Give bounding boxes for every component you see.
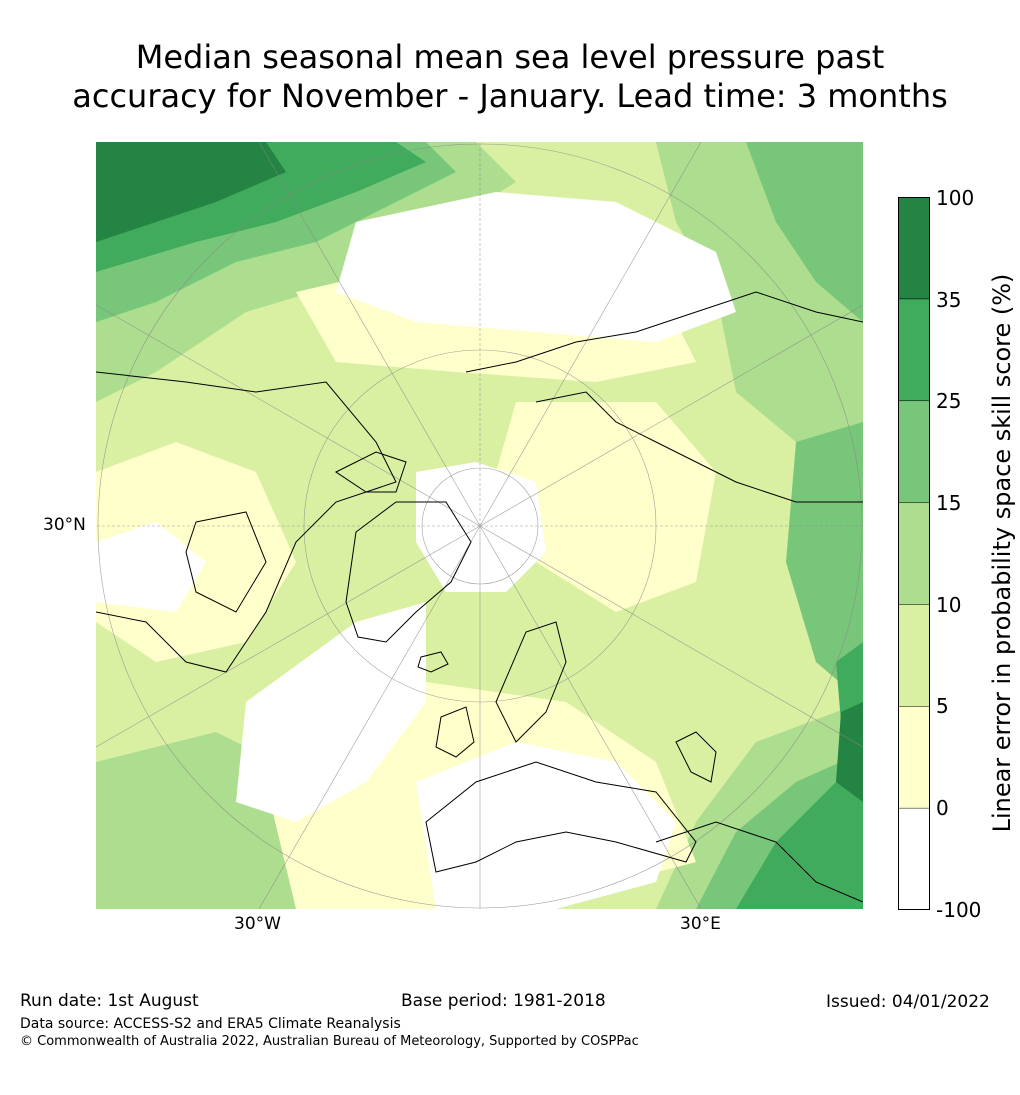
coastline-caspian: [675, 731, 717, 783]
colorbar-bin-2: [898, 604, 930, 707]
colorbar-label: Linear error in probability space skill …: [988, 273, 1016, 833]
skill-region-35-100-east: [836, 702, 863, 802]
title-line-1: Median seasonal mean sea level pressure …: [135, 38, 885, 76]
coastline-hudson-bay: [185, 511, 267, 613]
footer-copyright: © Commonwealth of Australia 2022, Austra…: [20, 1034, 639, 1049]
meridian-30e: [479, 525, 702, 909]
coastline-russia-arctic: [535, 391, 863, 503]
coastline-north-america: [96, 371, 397, 673]
coastline-asia-south: [655, 821, 863, 903]
lon-label-30w: 30°W: [234, 914, 281, 934]
meridian-30w: [258, 525, 481, 909]
lon-label-30e: 30°E: [680, 914, 721, 934]
colorbar-tick-15: 15: [936, 491, 962, 515]
meridian-60e: [479, 525, 863, 748]
skill-region-negative-pole: [416, 462, 546, 592]
footer-run-date: Run date: 1st August: [20, 991, 199, 1011]
graticule: [96, 142, 863, 909]
chart-title: Median seasonal mean sea level pressure …: [0, 38, 1020, 116]
colorbar-tick-10: 10: [936, 593, 962, 617]
colorbar-tick-35: 35: [936, 288, 962, 312]
footer-data-source: Data source: ACCESS-S2 and ERA5 Climate …: [20, 1016, 401, 1032]
coastline-greenland: [345, 501, 472, 643]
skill-region-negative-north: [336, 192, 736, 342]
colorbar-bin-3: [898, 502, 930, 605]
meridian-120e: [479, 304, 863, 527]
colorbar-bin-0: [898, 808, 930, 910]
polar-skill-map: [96, 142, 863, 909]
footer-base-period: Base period: 1981-2018: [401, 991, 606, 1011]
colorbar-tick-minus-100: -100: [936, 898, 982, 922]
skill-region-25-35-southeast: [736, 742, 863, 909]
coastline-siberia: [465, 291, 863, 373]
colorbar-bin-6: [898, 197, 930, 300]
colorbar-tick-25: 25: [936, 389, 962, 413]
meridian-150w: [258, 142, 481, 527]
skill-region-0-5-central: [496, 402, 716, 612]
coastline-scandinavia: [495, 621, 567, 743]
meridian-120w: [96, 304, 481, 527]
coastline-iceland: [417, 651, 449, 673]
coastline-british-isles: [435, 706, 475, 758]
skill-region-15-25-east: [786, 422, 863, 702]
colorbar-bin-5: [898, 298, 930, 402]
skill-region-negative-west: [96, 522, 206, 612]
colorbar-tick-5: 5: [936, 694, 949, 718]
coastline-europe: [425, 761, 697, 873]
colorbar: [898, 197, 930, 910]
coastline-arctic-islands: [335, 451, 407, 493]
meridian-150e: [479, 142, 702, 527]
skill-region-negative-atlantic: [236, 602, 426, 822]
colorbar-bin-4: [898, 400, 930, 504]
footer-issued: Issued: 04/01/2022: [826, 992, 990, 1012]
colorbar-bin-1: [898, 706, 930, 809]
skill-region-35-100-northwest: [96, 142, 286, 242]
skill-region-15-25-northeast: [746, 142, 863, 322]
meridian-60w: [96, 525, 481, 748]
title-line-2: accuracy for November - January. Lead ti…: [72, 77, 948, 115]
colorbar-tick-0: 0: [936, 796, 949, 820]
lat-label-30n: 30°N: [43, 515, 86, 535]
coastlines: [96, 291, 863, 903]
skill-region-negative-europe: [416, 742, 676, 909]
colorbar-tick-100: 100: [936, 186, 975, 210]
